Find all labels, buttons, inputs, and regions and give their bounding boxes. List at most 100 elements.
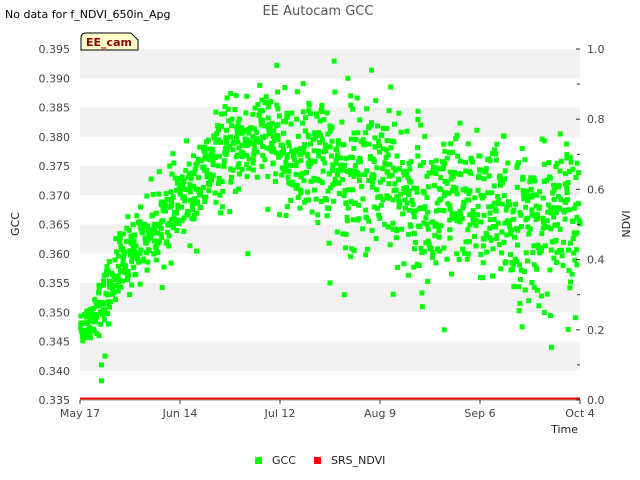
gcc-point (454, 251, 460, 257)
gcc-point (187, 186, 193, 192)
gcc-point (116, 253, 122, 259)
gcc-point (414, 186, 420, 192)
gcc-point (407, 166, 413, 172)
gcc-point (525, 198, 531, 204)
gcc-point (364, 246, 370, 252)
y2-tick-label: 0.0 (587, 394, 605, 407)
gcc-point (129, 258, 135, 264)
gcc-point (106, 259, 112, 265)
gcc-point (236, 186, 242, 192)
gcc-point (144, 239, 150, 245)
gcc-point (283, 165, 289, 171)
x-tick-label: May 17 (60, 407, 100, 420)
gcc-point (414, 145, 420, 151)
legend-gcc-label: GCC (272, 454, 296, 467)
gcc-point (300, 109, 306, 115)
gcc-point (182, 198, 188, 204)
gcc-point (515, 227, 521, 233)
gcc-point (519, 324, 525, 330)
gcc-point (239, 142, 245, 148)
gcc-point (305, 189, 311, 195)
gcc-point (545, 209, 551, 215)
gcc-point (156, 191, 162, 197)
gcc-point (405, 231, 411, 237)
gcc-point (551, 255, 557, 261)
gcc-point (391, 139, 397, 145)
gcc-point (487, 225, 493, 231)
gcc-point (187, 189, 193, 195)
gcc-point (235, 164, 241, 170)
gcc-point (229, 123, 235, 129)
gcc-point (244, 153, 250, 159)
gcc-point (164, 197, 170, 203)
y-tick-label: 0.380 (39, 131, 71, 144)
gcc-point (548, 206, 554, 212)
gcc-point (432, 223, 438, 229)
legend: GCC SRS_NDVI (255, 454, 385, 467)
gcc-point (174, 210, 180, 216)
gcc-point (282, 85, 288, 91)
gcc-point (88, 335, 94, 341)
gcc-point (318, 198, 324, 204)
gcc-point (285, 174, 291, 180)
gcc-point (541, 161, 547, 167)
gcc-point (228, 179, 234, 185)
gcc-point (327, 144, 333, 150)
gcc-point (530, 212, 536, 218)
gcc-point (531, 285, 537, 291)
gcc-point (392, 181, 398, 187)
gcc-point (487, 217, 493, 223)
gcc-point (180, 182, 186, 188)
gcc-point (294, 89, 300, 95)
gcc-point (475, 175, 481, 181)
gcc-point (491, 183, 497, 189)
gcc-point (335, 172, 341, 178)
gcc-point (288, 197, 294, 203)
gcc-point (449, 171, 455, 177)
gcc-point (122, 267, 128, 273)
gcc-point (412, 239, 418, 245)
gcc-point (133, 271, 139, 277)
gcc-point (401, 185, 407, 191)
gcc-point (105, 299, 111, 305)
gcc-point (454, 191, 460, 197)
gcc-point (121, 254, 127, 260)
gcc-point (293, 163, 299, 169)
gcc-point (348, 102, 354, 108)
gcc-point (555, 194, 561, 200)
gcc-point (415, 108, 421, 114)
gcc-point (168, 217, 174, 223)
gcc-point (514, 242, 520, 248)
gcc-point (175, 202, 181, 208)
gcc-point (302, 142, 308, 148)
x-axis-title: Time (550, 423, 578, 436)
legend-gcc-marker (255, 457, 262, 464)
gcc-point (145, 227, 151, 233)
gcc-point (148, 235, 154, 241)
gcc-point (222, 150, 228, 156)
gcc-point (547, 267, 553, 273)
gcc-point (491, 200, 497, 206)
gcc-point (379, 166, 385, 172)
gcc-point (548, 344, 554, 350)
gcc-point (177, 191, 183, 197)
gcc-point (281, 168, 287, 174)
gcc-point (112, 257, 118, 263)
gcc-point (471, 212, 477, 218)
background-band (80, 78, 580, 108)
gcc-point (426, 241, 432, 247)
gcc-point (194, 210, 200, 216)
gcc-point (494, 141, 500, 147)
gcc-point (411, 214, 417, 220)
gcc-point (436, 207, 442, 213)
gcc-point (486, 204, 492, 210)
gcc-point (113, 273, 119, 279)
gcc-point (140, 230, 146, 236)
gcc-point (536, 204, 542, 210)
gcc-point (291, 157, 297, 163)
gcc-point (297, 205, 303, 211)
gcc-point (115, 273, 121, 279)
gcc-point (366, 218, 372, 224)
gcc-point (127, 252, 133, 258)
gcc-point (469, 157, 475, 163)
